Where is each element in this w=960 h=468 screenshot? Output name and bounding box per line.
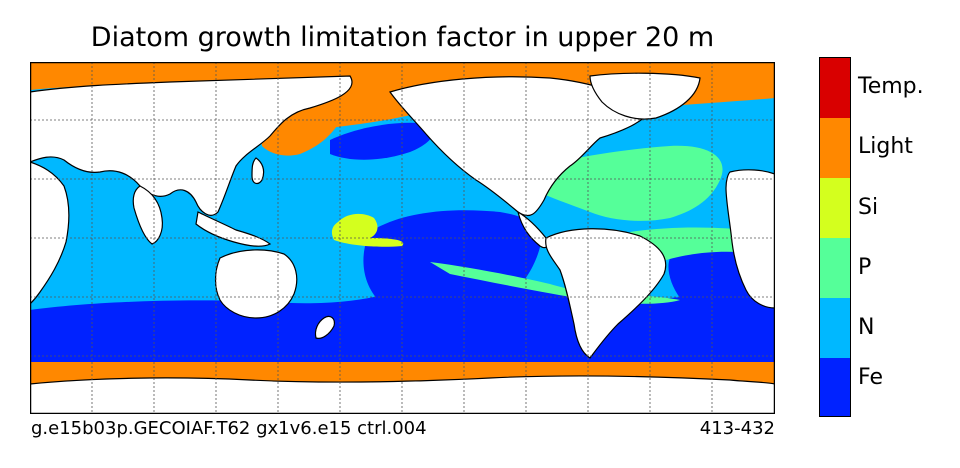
legend-label-temp: Temp. (858, 74, 924, 99)
region-light-north-pacific (260, 122, 340, 156)
land-masses (30, 72, 775, 414)
colorbar-segment-si (820, 178, 850, 238)
region-si-central-pacific (331, 213, 404, 247)
land-japan (251, 157, 265, 185)
land-india (132, 185, 163, 245)
region-fe-eastern-pacific (363, 210, 541, 306)
legend-label-light: Light (858, 134, 913, 159)
region-fe-north-pacific (330, 122, 434, 160)
legend-label-si: Si (858, 195, 879, 220)
land-australia (214, 249, 298, 319)
land-africa (30, 161, 70, 305)
colorbar-segment-fe (820, 358, 850, 416)
land-africa-east (725, 169, 775, 309)
land-new-zealand (314, 315, 335, 339)
map-frame (30, 62, 775, 414)
land-antarctica (30, 375, 775, 414)
colorbar-segment-light (820, 118, 850, 178)
run-id-caption: g.e15b03p.GECOIAF.T62 gx1v6.e15 ctrl.004 (31, 418, 427, 439)
region-p-se-pacific (430, 262, 680, 304)
legend-label-n: N (858, 315, 875, 340)
graticule (30, 62, 775, 414)
land-asia (30, 75, 353, 216)
colorbar-segment-temp (820, 58, 850, 118)
land-south-america (545, 228, 667, 359)
legend-label-p: P (858, 255, 872, 280)
colorbar-segment-n (820, 298, 850, 358)
land-greenland (589, 72, 701, 120)
ocean-limitation-map (30, 62, 775, 414)
year-range-caption: 413-432 (699, 418, 775, 439)
land-north-america (389, 76, 651, 217)
legend-label-fe: Fe (858, 365, 883, 390)
colorbar (819, 57, 851, 417)
map-title: Diatom growth limitation factor in upper… (90, 22, 715, 53)
colorbar-segment-p (820, 238, 850, 298)
